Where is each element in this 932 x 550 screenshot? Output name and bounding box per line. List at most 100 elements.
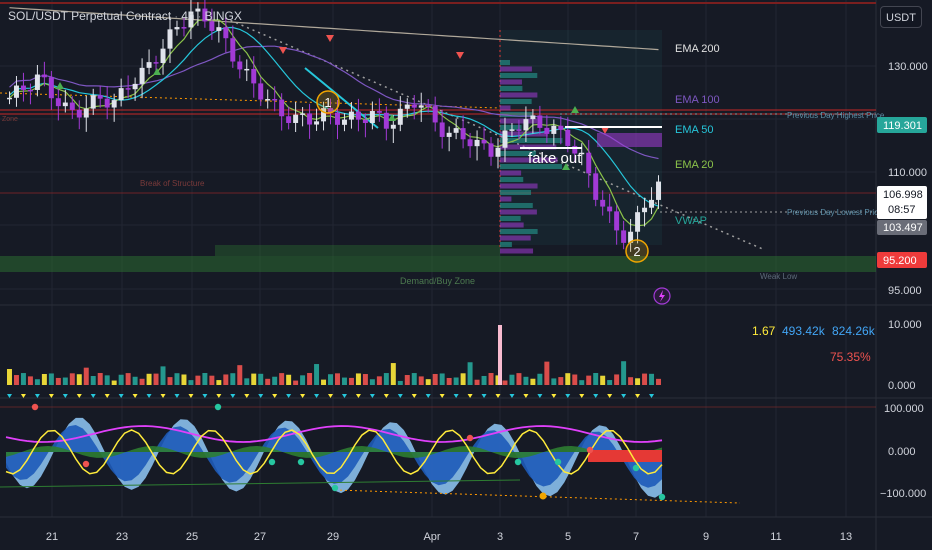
volume-marker	[20, 394, 26, 398]
candle-body	[397, 108, 403, 125]
time-axis[interactable]: 21 23 25 27 29 Apr 3 5 7 9 11 13	[46, 531, 852, 543]
candle-body	[446, 132, 452, 137]
volume-profile-bar	[500, 79, 522, 85]
volume-bar	[307, 373, 313, 385]
volume-bar	[258, 373, 264, 385]
candle-body	[83, 108, 89, 118]
volume-profile-bar	[500, 248, 534, 254]
candle-body	[48, 77, 54, 99]
volume-marker	[118, 394, 124, 398]
candle-body	[523, 119, 529, 131]
volume-bar	[265, 378, 271, 385]
candle-body	[167, 29, 173, 49]
volume-bar	[167, 377, 173, 385]
vwap-price-tag-text: 103.497	[883, 222, 923, 234]
annotation-circle-1[interactable]	[316, 90, 340, 114]
currency-button[interactable]: USDT	[880, 6, 922, 28]
volume-bar	[97, 373, 103, 385]
volume-marker	[216, 394, 222, 398]
candle-body	[628, 231, 634, 243]
oscillator-pane[interactable]	[0, 403, 876, 504]
volume-bar	[132, 376, 138, 385]
volume-profile-bar	[500, 125, 522, 130]
volume-profile-bar	[500, 183, 538, 189]
volume-bar	[516, 373, 522, 385]
time-label-6: 3	[497, 531, 503, 543]
volume-marker	[397, 394, 403, 398]
annotation-circle-2[interactable]	[625, 239, 649, 263]
volume-profile-bar	[500, 229, 538, 234]
volume-bar	[474, 379, 480, 385]
volume-bar	[146, 373, 152, 385]
candle-body	[348, 111, 354, 120]
ema-100-line[interactable]	[9, 45, 659, 160]
fake-out-label: fake out	[528, 150, 582, 167]
volume-bar	[216, 380, 222, 385]
volume-marker	[439, 394, 445, 398]
time-label-2: 25	[186, 531, 198, 543]
volume-profile-bar	[500, 177, 524, 182]
candle-body	[558, 125, 564, 130]
volume-marker	[314, 394, 320, 398]
candle-body	[216, 27, 222, 31]
candle-body	[495, 147, 501, 157]
ema-20-label: EMA 20	[675, 159, 714, 171]
volume-bar	[537, 373, 543, 385]
volume-bar	[335, 373, 340, 385]
candle-body	[244, 68, 250, 71]
demand-zone-upper	[215, 245, 500, 256]
price-tick-110: 110.000	[888, 167, 927, 179]
volume-bar	[418, 376, 424, 385]
volume-marker	[258, 394, 264, 398]
ema-20-line[interactable]	[9, 18, 660, 227]
candle-body	[209, 21, 215, 31]
signal-arrow	[456, 52, 464, 59]
volume-bar	[425, 379, 431, 385]
volume-bar	[481, 375, 487, 385]
demand-zone-label: Demand/Buy Zone	[400, 276, 475, 286]
candle-body	[335, 112, 340, 125]
osc-signal-dot	[268, 458, 276, 466]
volume-bar	[20, 373, 26, 385]
volume-bar	[355, 373, 361, 385]
candle-body	[586, 152, 592, 174]
volume-bar	[328, 374, 333, 385]
candle-body	[516, 129, 522, 131]
candle-body	[355, 111, 361, 120]
candle-body	[195, 8, 201, 12]
volume-profile-bar	[500, 170, 522, 176]
candle-body	[649, 199, 655, 208]
volume-bar	[314, 364, 320, 385]
candle-body	[328, 108, 333, 113]
volume-bar	[69, 373, 75, 385]
volume-marker	[328, 394, 334, 398]
volume-marker	[453, 394, 459, 398]
osc-tick-0: 0.000	[888, 446, 916, 458]
volume-bar	[376, 376, 382, 385]
volume-pane[interactable]	[6, 325, 661, 398]
time-label-0: 21	[46, 531, 58, 543]
volume-bar	[237, 365, 243, 385]
ema-200-label: EMA 200	[675, 43, 720, 55]
volume-bar	[34, 379, 40, 385]
volume-profile-bar	[500, 190, 532, 195]
volume-profile-bar	[500, 92, 538, 98]
volume-profile-bar	[500, 73, 538, 78]
time-label-8: 7	[633, 531, 639, 543]
volume-bar	[341, 377, 347, 385]
candle-body	[593, 173, 599, 200]
candle-body	[146, 62, 152, 68]
time-label-7: 5	[565, 531, 571, 543]
volume-bar	[502, 380, 508, 385]
volume-bar	[111, 380, 117, 385]
symbol-title[interactable]: SOL/USDT Perpetual Contract · 4h · BINGX	[8, 9, 242, 23]
title-separator: ·	[174, 9, 179, 23]
candle-body	[265, 99, 271, 101]
candle-body	[481, 139, 487, 144]
volume-bar	[369, 379, 375, 385]
ema-200-line[interactable]	[9, 7, 659, 51]
candlesticks[interactable]	[7, 0, 661, 252]
volume-bar	[272, 376, 278, 385]
candle-body	[314, 121, 320, 125]
